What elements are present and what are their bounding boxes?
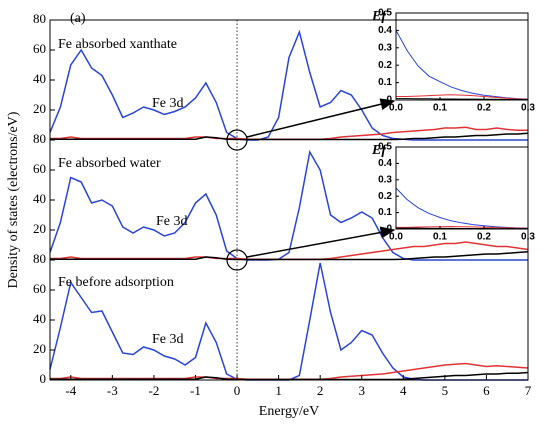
annotation: Fe 3d — [152, 332, 184, 347]
y-tick-label: 80 — [33, 251, 46, 266]
x-tick-label: 0.2 — [477, 103, 491, 114]
annotation: Fe before adsorption — [58, 275, 174, 290]
y-tick-label: 0.3 — [378, 42, 392, 53]
annotation: Fe absorbed xanthate — [58, 37, 177, 52]
dos-curve — [50, 132, 529, 141]
y-tick-label: 0.4 — [378, 25, 392, 36]
x-tick-label: -1 — [190, 383, 201, 398]
x-tick-label: 0 — [234, 383, 241, 398]
x-tick-label: 2 — [317, 383, 324, 398]
y-tick-label: 0.5 — [378, 142, 392, 153]
y-tick-label: 0.3 — [378, 174, 392, 185]
y-tick-label: 40 — [33, 71, 46, 86]
annotation: (a) — [70, 11, 86, 26]
x-tick-label: 0.1 — [433, 103, 447, 114]
plot-frame — [49, 19, 529, 381]
y-axis-label: Density of states (electrons/eV) — [6, 111, 21, 288]
dos-curve — [396, 98, 529, 101]
inset-frame — [395, 12, 529, 101]
dos-curve — [395, 30, 529, 100]
dos-curve — [50, 251, 529, 261]
y-tick-label: 20 — [33, 341, 46, 356]
dos-curve — [396, 226, 529, 229]
annotation: Fe 3d — [152, 96, 184, 111]
x-tick-label: 0.1 — [433, 232, 447, 243]
y-tick-label: 20 — [33, 221, 46, 236]
x-tick-label: 7 — [525, 383, 532, 398]
x-tick-label: -2 — [148, 383, 159, 398]
y-tick-label: 40 — [33, 311, 46, 326]
inset-title: Ef — [371, 143, 387, 158]
x-tick-label: 1 — [275, 383, 282, 398]
y-tick-label: 0.2 — [378, 60, 392, 71]
arrow — [246, 226, 396, 258]
y-tick-label: 40 — [33, 191, 46, 206]
y-tick-label: 0.1 — [378, 77, 392, 88]
inset-frame — [395, 146, 529, 230]
dos-curve — [50, 362, 529, 380]
y-tick-label: 80 — [33, 11, 46, 26]
x-tick-label: 5 — [442, 383, 449, 398]
x-tick-label: -3 — [107, 383, 118, 398]
x-tick-label: 0.0 — [389, 103, 403, 114]
annotation: Fe absorbed water — [58, 156, 161, 171]
dos-curve — [395, 187, 529, 229]
x-tick-label: 0.3 — [521, 103, 535, 114]
y-tick-label: 60 — [33, 41, 46, 56]
dos-curve — [49, 149, 528, 261]
y-tick-label: 0.1 — [378, 207, 392, 218]
y-tick-label: 0.4 — [378, 158, 392, 169]
y-tick-label: 20 — [33, 101, 46, 116]
y-tick-label: 0 — [40, 371, 47, 386]
y-tick-label: 0.5 — [378, 8, 392, 19]
dos-curve — [49, 29, 528, 141]
x-axis-label: Energy/eV — [259, 404, 319, 419]
x-tick-label: 0.3 — [521, 232, 535, 243]
annotation: Fe 3d — [156, 214, 188, 229]
x-tick-label: 4 — [400, 383, 407, 398]
x-tick-label: 3 — [358, 383, 365, 398]
x-tick-label: -4 — [65, 383, 76, 398]
x-tick-label: 0.2 — [477, 232, 491, 243]
x-tick-label: 0.0 — [389, 232, 403, 243]
y-tick-label: 0.2 — [378, 191, 392, 202]
dos-curve — [396, 94, 529, 100]
highlight-circle — [226, 249, 248, 271]
y-tick-label: 60 — [33, 161, 46, 176]
arrow — [246, 98, 396, 138]
y-tick-label: 80 — [33, 131, 46, 146]
y-tick-label: 60 — [33, 281, 46, 296]
inset-title: Ef — [371, 9, 387, 24]
x-tick-label: 6 — [483, 383, 490, 398]
highlight-circle — [226, 129, 248, 151]
